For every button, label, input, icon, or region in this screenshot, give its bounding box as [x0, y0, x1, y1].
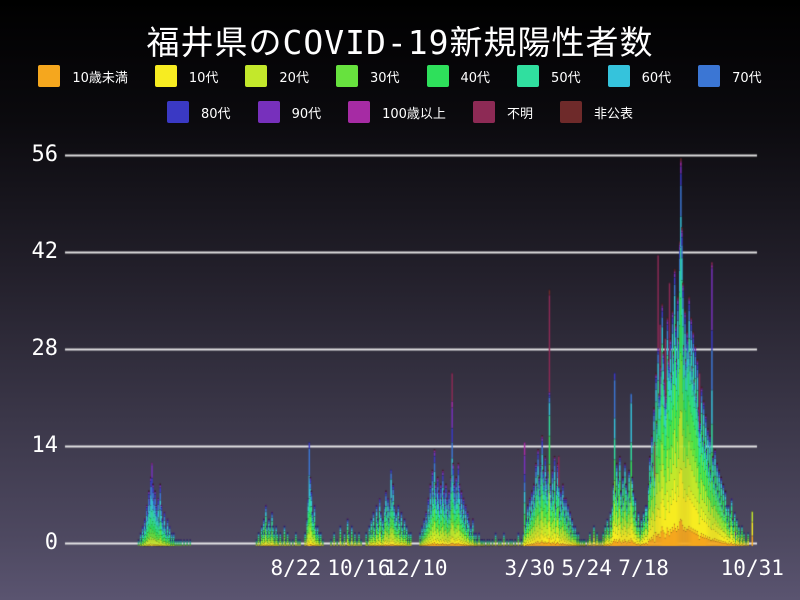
legend-row-2: 80代 90代 100歳以上 不明 非公表 [0, 101, 800, 123]
legend-label: 90代 [291, 106, 322, 122]
legend-item: 60代 [607, 65, 672, 87]
legend-swatch [245, 65, 268, 87]
legend-item: 70代 [698, 65, 762, 87]
chart-title: 福井県のCOVID-19新規陽性者数 [146, 23, 654, 62]
legend-item: 100歳以上 [348, 101, 446, 123]
legend-label: 100歳以上 [382, 106, 446, 122]
legend-label: 10歳未満 [72, 70, 128, 86]
y-axis-label: 28 [31, 336, 59, 361]
legend-label: 80代 [201, 106, 231, 122]
legend-label: 20代 [279, 70, 309, 86]
legend-item: 80代 [167, 101, 231, 123]
legend-item: 90代 [257, 101, 322, 123]
legend-item: 10歳未満 [38, 65, 128, 87]
legend-swatch [517, 65, 540, 87]
legend-item: 50代 [517, 65, 581, 87]
x-axis-label: 3/30 [504, 556, 556, 580]
x-axis-label: 5/24 [561, 556, 612, 580]
y-axis-label: 56 [31, 142, 59, 167]
legend-label: 70代 [732, 70, 762, 86]
legend-swatch [335, 65, 358, 87]
legend-swatch [559, 101, 582, 123]
legend-swatch [698, 65, 721, 87]
legend-item: 非公表 [559, 101, 633, 123]
legend-swatch [257, 101, 280, 123]
legend-swatch [167, 101, 190, 123]
y-axis-label: 14 [31, 433, 59, 458]
legend-label: 10代 [188, 70, 219, 86]
legend-label: 50代 [551, 70, 581, 86]
legend-item: 不明 [472, 101, 533, 123]
legend-swatch [38, 65, 61, 87]
x-axis-label: 7/18 [618, 556, 669, 580]
legend-swatch [472, 101, 495, 123]
legend-label: 30代 [369, 70, 400, 86]
legend-item: 40代 [426, 65, 491, 87]
legend-label: 60代 [641, 70, 672, 86]
y-axis-label: 42 [31, 239, 59, 264]
legend-item: 30代 [335, 65, 400, 87]
legend-row-1: 10歳未満 10代 20代 30代 40代 50代 60代 70代 [0, 65, 800, 87]
x-axis-label: 8/22 [270, 556, 322, 580]
legend-label: 不明 [506, 106, 533, 122]
legend-label: 非公表 [593, 106, 633, 122]
x-axis-label: 12/10 [384, 556, 448, 580]
legend-swatch [426, 65, 449, 87]
legend-swatch [348, 101, 371, 123]
legend-item: 10代 [154, 65, 219, 87]
legend-label: 40代 [460, 70, 491, 86]
legend-swatch [154, 65, 177, 87]
x-axis-label: 10/16 [327, 556, 391, 580]
x-axis-label: 10/31 [720, 556, 784, 580]
legend-item: 20代 [245, 65, 309, 87]
y-axis-label: 0 [44, 530, 58, 555]
legend-swatch [607, 65, 630, 87]
